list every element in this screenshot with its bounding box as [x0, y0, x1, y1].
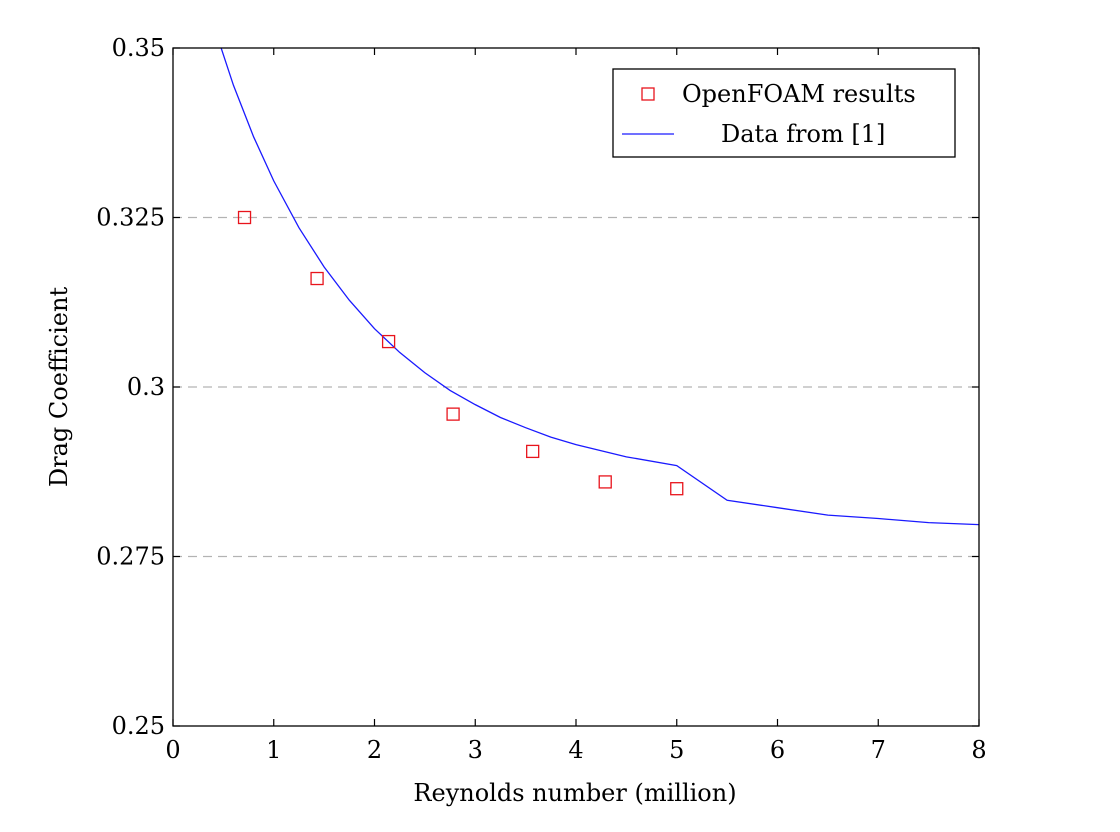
y-tick-label-0.325: 0.325 — [96, 204, 165, 232]
legend-label-reference-data: Data from [1] — [721, 120, 885, 148]
y-tick-labels: 0.25 0.275 0.3 0.325 0.35 — [96, 34, 165, 740]
x-tick-label-8: 8 — [971, 736, 986, 764]
x-tick-label-7: 7 — [871, 736, 886, 764]
x-tick-label-6: 6 — [770, 736, 785, 764]
legend-box — [612, 68, 956, 158]
series-line-reference-data — [220, 48, 979, 526]
legend-marker-square-icon — [641, 87, 655, 101]
data-point-square-1 — [237, 210, 252, 225]
axis-ticks — [172, 47, 980, 727]
curve-layer — [220, 48, 979, 526]
x-tick-labels: 0 1 2 3 4 5 6 7 8 — [165, 736, 986, 764]
x-tick-label-0: 0 — [165, 736, 180, 764]
y-axis-title: Drag Coefficient — [45, 287, 73, 488]
data-point-square-6 — [598, 475, 612, 489]
data-point-square-7 — [670, 482, 684, 496]
data-point-square-3 — [381, 334, 396, 349]
grid-lines — [173, 216, 979, 558]
y-tick-label-0.3: 0.3 — [127, 373, 165, 401]
y-tick-label-0.25: 0.25 — [112, 712, 165, 740]
x-tick-label-3: 3 — [468, 736, 483, 764]
x-axis-title: Reynolds number (million) — [413, 779, 736, 807]
x-tick-label-5: 5 — [669, 736, 684, 764]
y-tick-label-0.35: 0.35 — [112, 34, 165, 62]
data-point-square-5 — [526, 444, 540, 459]
legend-label-openfoam: OpenFOAM results — [682, 80, 916, 108]
y-tick-label-0.275: 0.275 — [96, 543, 165, 571]
marker-layer — [237, 210, 684, 496]
x-tick-label-2: 2 — [367, 736, 382, 764]
data-point-square-4 — [446, 407, 460, 421]
data-point-square-2 — [310, 271, 324, 286]
legend: OpenFOAM results Data from [1] — [612, 68, 956, 158]
x-tick-label-4: 4 — [568, 736, 583, 764]
x-tick-label-1: 1 — [266, 736, 281, 764]
